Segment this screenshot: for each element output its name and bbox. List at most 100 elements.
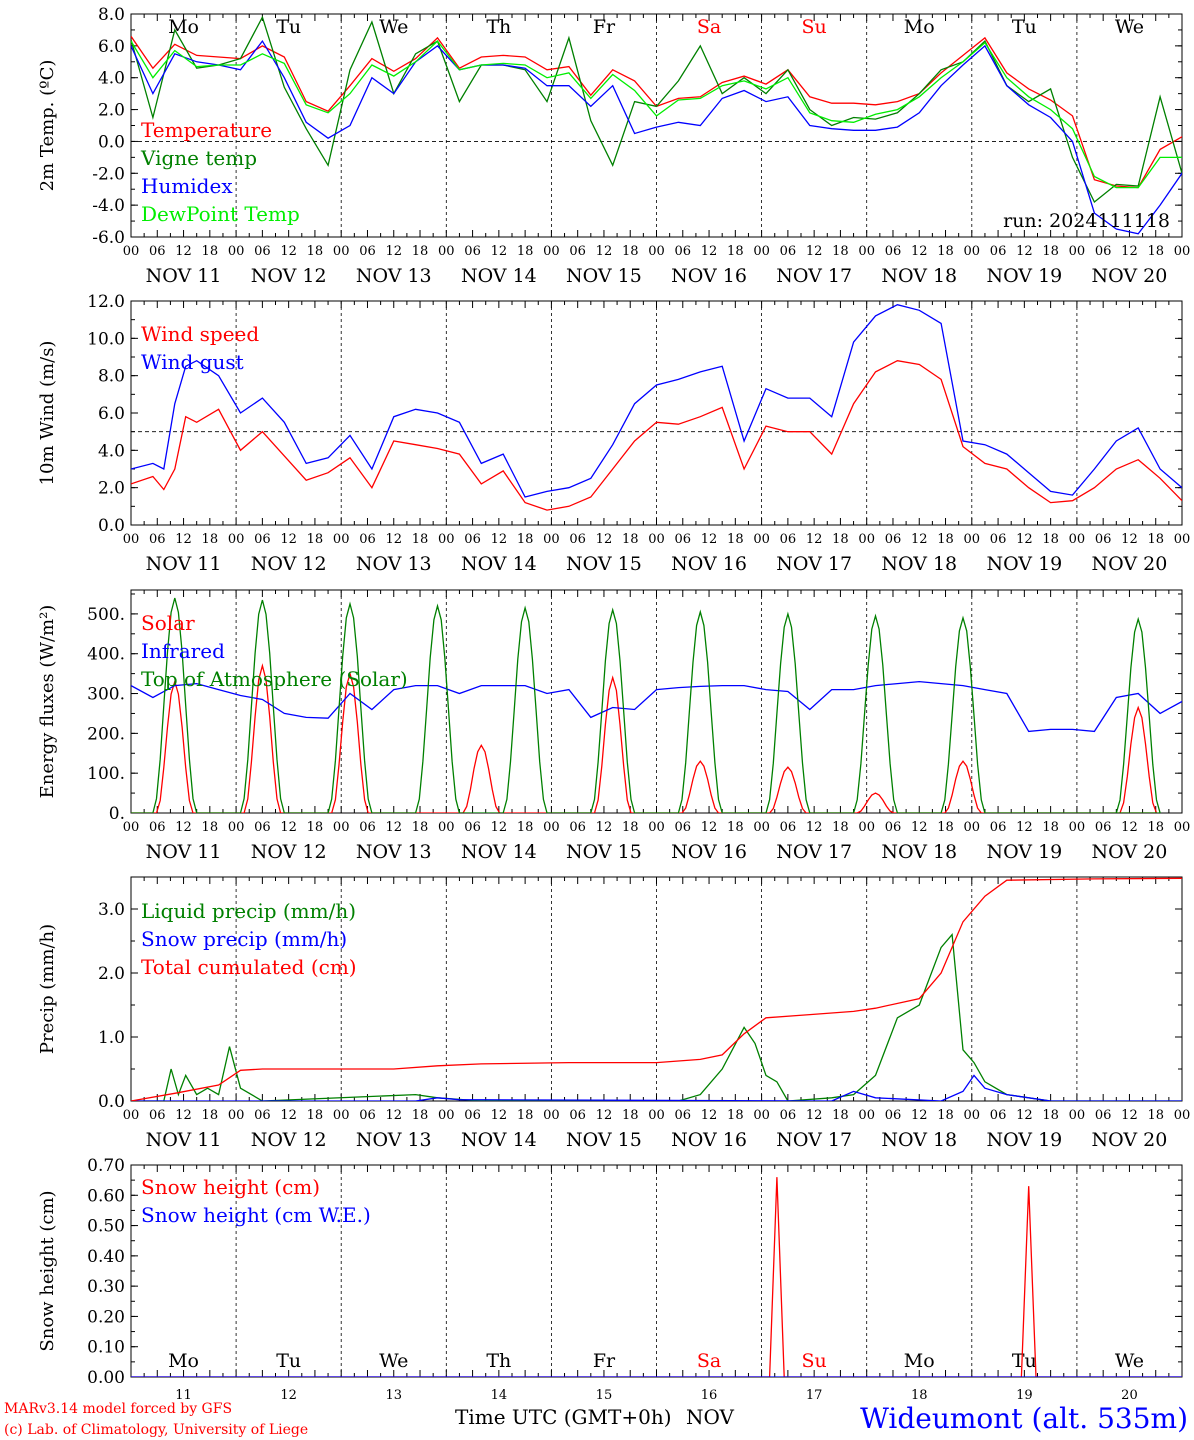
hour-tick-label: 12 <box>911 820 928 835</box>
hour-tick-label: 12 <box>806 820 823 835</box>
footer-copyright: (c) Lab. of Climatology, University of L… <box>4 1422 308 1438</box>
panel-3: 3.0 2.0 1.0 0.0 Precip (mm/h) 00 06 12 18 00 06 12 1… <box>37 876 1190 1151</box>
series-line <box>131 680 1182 733</box>
legend-entry: Humidex <box>141 174 233 198</box>
date-label: NOV 20 <box>1092 265 1168 287</box>
hour-tick-label: 12 <box>491 1108 508 1123</box>
date-label: NOV 20 <box>1092 553 1168 575</box>
series-line <box>131 15 1182 204</box>
legend-entry: Top of Atmosphere (Solar) <box>141 667 408 691</box>
date-label: NOV 16 <box>671 265 747 287</box>
date-label: NOV 13 <box>356 265 432 287</box>
weekday-label: We <box>1115 1350 1144 1372</box>
hour-tick-label: 18 <box>307 820 324 835</box>
hour-tick-label: 18 <box>202 244 219 259</box>
weekday-label: We <box>1115 16 1144 38</box>
y-tick-label: 0.70 <box>87 1156 125 1176</box>
weekday-label: Th <box>486 1350 511 1372</box>
hour-tick-label: 00 <box>543 1108 560 1123</box>
date-label: NOV 15 <box>566 553 642 575</box>
hour-tick-label: 18 <box>727 1108 744 1123</box>
hour-tick-label: 06 <box>569 244 586 259</box>
y-tick-label: -2.0 <box>92 164 125 184</box>
date-label: NOV 19 <box>986 265 1062 287</box>
date-label: NOV 14 <box>461 1129 537 1151</box>
hour-tick-label: 18 <box>622 532 639 547</box>
date-label: NOV 14 <box>461 265 537 287</box>
day-number-label: 19 <box>1016 1388 1033 1403</box>
y-tick-label: 8.0 <box>98 5 125 25</box>
date-label: NOV 16 <box>671 841 747 863</box>
y-tick-label: 0.50 <box>87 1217 125 1237</box>
date-label: NOV 13 <box>356 553 432 575</box>
weekday-label: Sa <box>697 16 721 38</box>
date-label: NOV 19 <box>986 1129 1062 1151</box>
hour-tick-label: 00 <box>228 1108 245 1123</box>
weekday-label: Mo <box>904 16 935 38</box>
day-number-label: 15 <box>596 1388 613 1403</box>
hour-tick-label: 12 <box>806 244 823 259</box>
hour-tick-label: 18 <box>1147 532 1164 547</box>
y-tick-label: 0.60 <box>87 1186 125 1206</box>
hour-tick-label: 06 <box>149 820 166 835</box>
hour-tick-label: 12 <box>280 532 297 547</box>
y-tick-label: 12.0 <box>87 292 125 312</box>
hour-tick-label: 12 <box>596 244 613 259</box>
hour-tick-label: 12 <box>175 1108 192 1123</box>
date-label: NOV 17 <box>776 553 852 575</box>
hour-tick-label: 18 <box>727 820 744 835</box>
series-line <box>131 877 1182 1101</box>
hour-tick-label: 06 <box>359 532 376 547</box>
panel-frame <box>130 589 1183 814</box>
y-tick-label: 0.10 <box>87 1338 125 1358</box>
hour-tick-label: 18 <box>517 244 534 259</box>
hour-tick-label: 12 <box>491 244 508 259</box>
weekday-label: Mo <box>168 1350 199 1372</box>
hour-tick-label: 18 <box>622 1108 639 1123</box>
series-group <box>131 304 1182 511</box>
y-tick-label: 4.0 <box>98 69 125 89</box>
hour-tick-label: 06 <box>675 820 692 835</box>
hour-tick-label: 06 <box>464 532 481 547</box>
date-label: NOV 12 <box>251 553 327 575</box>
hour-tick-label: 12 <box>385 1108 402 1123</box>
date-label: NOV 16 <box>671 553 747 575</box>
hour-tick-label: 00 <box>438 244 455 259</box>
hour-tick-label: 06 <box>464 244 481 259</box>
legend-entry: Total cumulated (cm) <box>141 955 357 979</box>
hour-tick-label: 00 <box>543 532 560 547</box>
hour-tick-label: 00 <box>123 820 140 835</box>
date-label: NOV 13 <box>356 841 432 863</box>
y-axis-label: Snow height (cm) <box>37 1190 58 1351</box>
legend-entry: Liquid precip (mm/h) <box>141 899 356 923</box>
hour-tick-label: 06 <box>149 532 166 547</box>
panel-2: 500. 400. 300. 200. 100. 0. Energy fluxes (W/m… <box>37 589 1190 863</box>
date-label: NOV 20 <box>1092 1129 1168 1151</box>
y-tick-label: 3.0 <box>98 900 125 920</box>
y-tick-label: 400. <box>87 645 125 665</box>
hour-tick-label: 06 <box>780 1108 797 1123</box>
hour-tick-label: 12 <box>596 1108 613 1123</box>
hour-tick-label: 12 <box>1016 1108 1033 1123</box>
hour-tick-label: 12 <box>1016 820 1033 835</box>
hour-tick-label: 00 <box>648 820 665 835</box>
hour-tick-label: 18 <box>307 532 324 547</box>
hour-tick-label: 00 <box>228 532 245 547</box>
month-label: NOV <box>686 1405 735 1429</box>
hour-tick-label: 06 <box>464 820 481 835</box>
y-tick-label: 0.20 <box>87 1307 125 1327</box>
hour-tick-label: 00 <box>438 820 455 835</box>
hour-tick-label: 00 <box>858 244 875 259</box>
y-tick-label: 0.40 <box>87 1247 125 1267</box>
date-label: NOV 18 <box>881 265 957 287</box>
y-tick-label: 100. <box>87 764 125 784</box>
day-number-label: 12 <box>280 1388 297 1403</box>
weekday-label: Tu <box>1012 1350 1037 1372</box>
y-tick-label: 200. <box>87 724 125 744</box>
hour-tick-label: 12 <box>1121 244 1138 259</box>
series-line <box>131 1177 1182 1377</box>
hour-tick-label: 18 <box>1042 1108 1059 1123</box>
hour-tick-label: 06 <box>885 820 902 835</box>
time-axis-label: Time UTC (GMT+0h) <box>455 1405 672 1429</box>
hour-tick-label: 00 <box>228 244 245 259</box>
